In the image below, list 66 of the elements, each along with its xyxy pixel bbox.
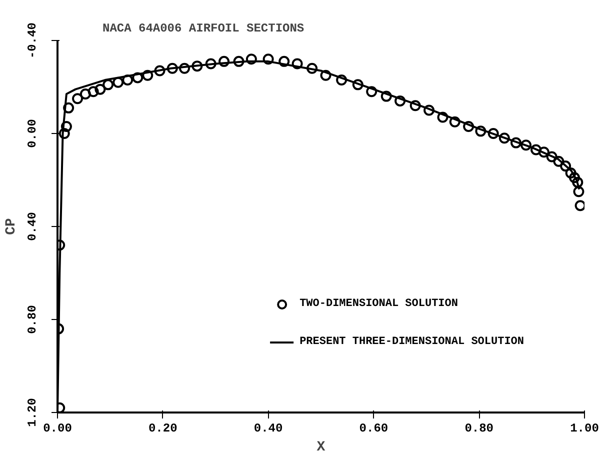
point bbox=[546, 151, 558, 162]
x-tick-label: 0.40 bbox=[254, 422, 283, 436]
point bbox=[246, 54, 257, 65]
point bbox=[352, 79, 364, 90]
point bbox=[154, 65, 166, 76]
point bbox=[102, 79, 114, 90]
point bbox=[72, 93, 84, 104]
point bbox=[122, 74, 134, 86]
point bbox=[553, 156, 564, 167]
point bbox=[60, 121, 72, 132]
point bbox=[80, 88, 91, 100]
legend-label: TWO-DIMENSIONAL SOLUTION bbox=[300, 298, 458, 310]
point bbox=[192, 60, 203, 72]
point bbox=[463, 121, 474, 132]
point bbox=[449, 116, 460, 128]
y-tick-label: 0.00 bbox=[26, 119, 40, 148]
point bbox=[560, 160, 572, 172]
chart-title: NACA 64A006 AIRFOIL SECTIONS bbox=[102, 22, 304, 36]
point bbox=[166, 62, 178, 74]
point bbox=[218, 56, 230, 67]
point bbox=[520, 140, 532, 151]
point bbox=[278, 56, 290, 67]
point bbox=[88, 86, 99, 98]
point bbox=[94, 84, 106, 95]
y-tick-label: 0.40 bbox=[26, 212, 40, 241]
point bbox=[63, 102, 74, 114]
point bbox=[565, 168, 576, 179]
point bbox=[233, 56, 244, 67]
x-axis-title: X bbox=[316, 440, 326, 456]
x-tick-label: 1.00 bbox=[570, 422, 599, 436]
point bbox=[538, 146, 550, 158]
point bbox=[488, 128, 499, 139]
point bbox=[573, 186, 584, 198]
point bbox=[205, 58, 216, 70]
x-tick-label: 0.00 bbox=[43, 422, 72, 436]
legend-label: PRESENT THREE-DIMENSIONAL SOLUTION bbox=[300, 336, 524, 348]
point bbox=[292, 58, 303, 70]
point bbox=[58, 128, 70, 139]
y-tick-label: 0.80 bbox=[26, 305, 40, 334]
point bbox=[380, 90, 392, 102]
point bbox=[132, 72, 144, 84]
point bbox=[510, 137, 522, 148]
point bbox=[142, 70, 154, 81]
y-tick-label: -0.40 bbox=[26, 22, 40, 59]
point bbox=[306, 62, 318, 74]
point bbox=[437, 112, 448, 123]
point bbox=[475, 126, 486, 137]
y-tick-label: 1.20 bbox=[26, 398, 40, 427]
x-tick-label: 0.60 bbox=[359, 422, 388, 436]
point bbox=[112, 76, 124, 88]
point bbox=[572, 176, 584, 188]
point bbox=[394, 95, 406, 106]
x-tick-label: 0.20 bbox=[148, 422, 178, 436]
point bbox=[530, 144, 542, 156]
point bbox=[320, 70, 332, 81]
point bbox=[574, 200, 584, 212]
point bbox=[366, 86, 378, 98]
point bbox=[336, 74, 348, 86]
point bbox=[498, 132, 510, 144]
point bbox=[179, 62, 190, 74]
x-tick-label: 0.80 bbox=[464, 422, 494, 436]
point bbox=[568, 172, 580, 184]
point bbox=[262, 54, 274, 65]
point bbox=[424, 104, 435, 116]
y-axis-title: CP bbox=[4, 218, 20, 235]
point bbox=[410, 100, 421, 112]
